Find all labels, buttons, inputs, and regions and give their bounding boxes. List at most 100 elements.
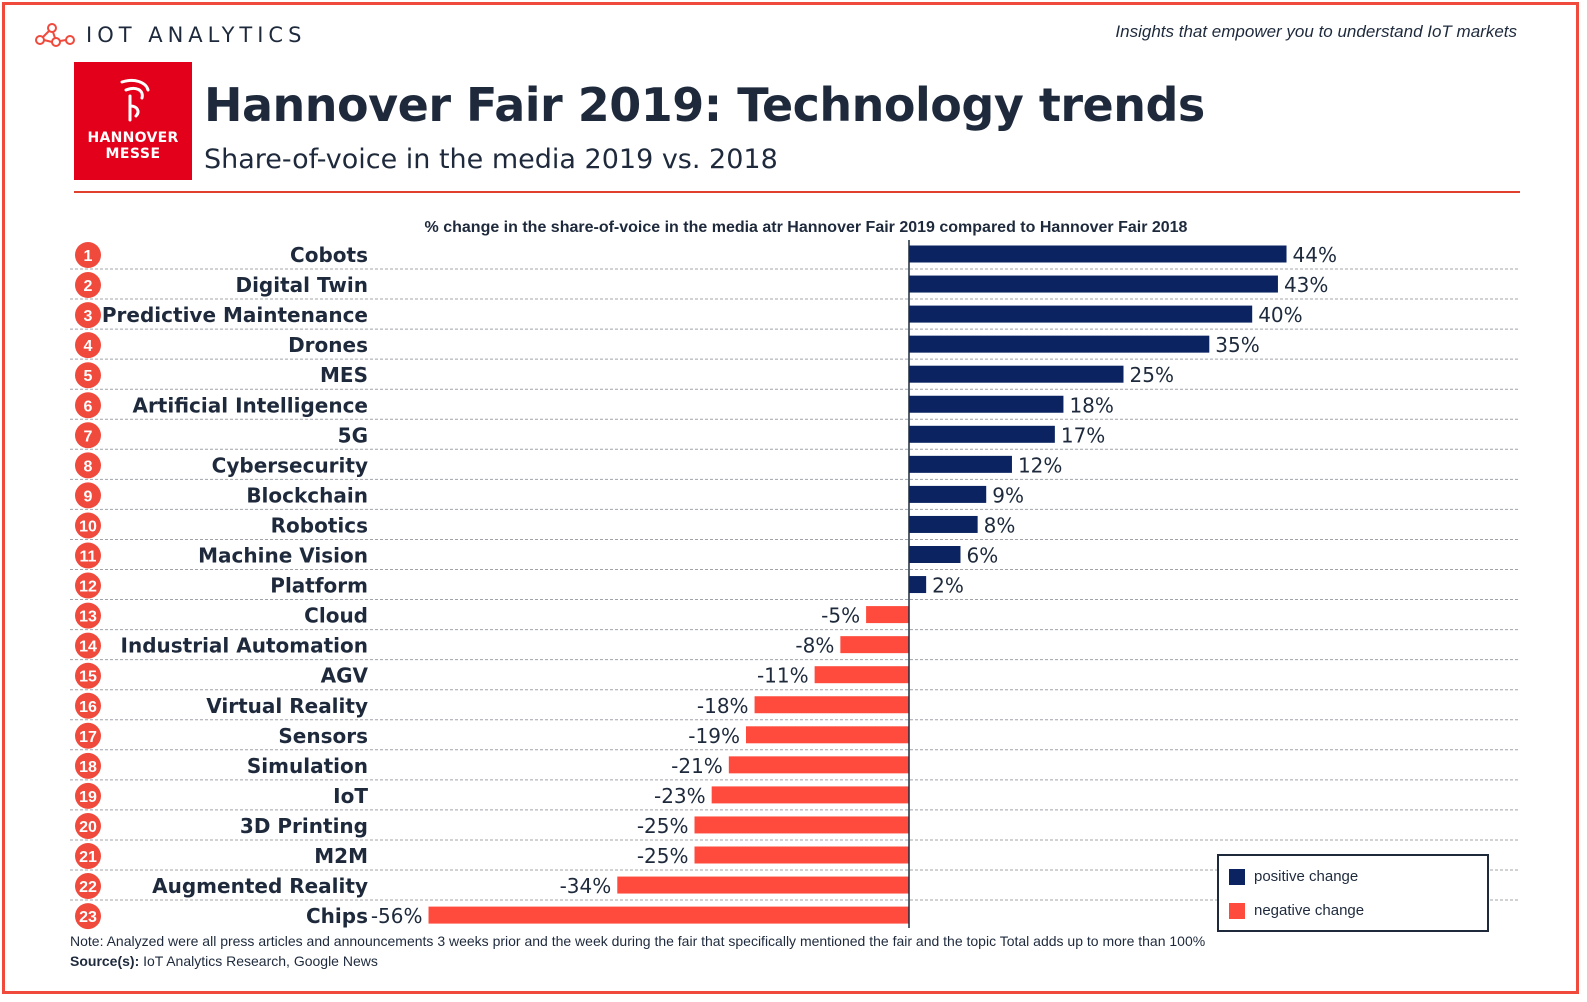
bar	[909, 546, 961, 563]
rank-badge	[75, 843, 101, 869]
value-label: -34%	[560, 874, 612, 898]
category-label: Blockchain	[246, 483, 368, 507]
value-label: 2%	[932, 574, 964, 598]
rank-badge	[75, 422, 101, 449]
legend-swatch-positive	[1229, 868, 1245, 885]
bar	[909, 335, 1210, 353]
rank-number: 2	[84, 278, 93, 295]
category-label: 5G	[338, 423, 368, 447]
rank-badge	[75, 692, 101, 719]
legend-item-negative: negative change	[1229, 902, 1364, 919]
value-label: 35%	[1215, 333, 1259, 357]
bar	[617, 876, 909, 894]
legend-swatch-negative	[1229, 902, 1245, 919]
title-divider	[74, 191, 1520, 193]
rank-badge	[75, 482, 101, 509]
page-title: Hannover Fair 2019: Technology trends	[204, 78, 1205, 132]
rank-number: 17	[79, 729, 97, 746]
rank-number: 15	[79, 669, 97, 686]
rank-badge	[75, 512, 101, 539]
rank-badge	[75, 392, 101, 419]
value-label: 44%	[1293, 243, 1337, 267]
value-label: 18%	[1069, 393, 1113, 417]
category-label: Cybersecurity	[212, 453, 368, 477]
value-label: -8%	[795, 634, 834, 658]
footnote: Note: Analyzed were all press articles a…	[70, 933, 1206, 949]
rank-badge	[75, 903, 101, 930]
rank-badge	[75, 572, 101, 599]
logo-line-1: HANNOVER	[87, 130, 179, 146]
bar	[909, 485, 987, 503]
value-label: -11%	[757, 664, 809, 688]
bar	[909, 515, 978, 533]
rank-number: 12	[79, 579, 97, 596]
value-label: 43%	[1284, 273, 1328, 297]
rank-badge	[75, 873, 101, 900]
rank-number: 21	[79, 849, 97, 866]
legend-label-negative: negative change	[1254, 902, 1365, 919]
chart-title: % change in the share-of-voice in the me…	[425, 219, 1188, 236]
rank-number: 19	[79, 789, 97, 806]
logo-line-2: MESSE	[105, 146, 161, 162]
rank-number: 3	[84, 308, 93, 325]
bar	[728, 756, 909, 774]
rank-badge	[75, 662, 101, 689]
rank-badge	[75, 602, 101, 629]
rank-badge	[75, 332, 101, 359]
bar	[814, 666, 909, 684]
value-label: -5%	[821, 604, 860, 628]
value-label: -25%	[637, 814, 689, 838]
value-label: -21%	[671, 754, 723, 778]
legend-item-positive: positive change	[1229, 868, 1358, 885]
category-label: Platform	[270, 574, 368, 598]
hannover-messe-logo: HANNOVER MESSE	[74, 62, 192, 180]
rank-number: 4	[84, 338, 93, 355]
category-label: IoT	[333, 784, 368, 808]
rank-badge	[75, 362, 101, 389]
rank-number: 23	[79, 909, 97, 926]
category-label: Drones	[288, 333, 368, 357]
bar	[909, 305, 1253, 323]
bar	[866, 606, 909, 624]
category-label: Augmented Reality	[152, 874, 368, 898]
value-label: 17%	[1061, 423, 1105, 447]
value-label: -18%	[697, 694, 749, 718]
rank-number: 6	[84, 398, 93, 415]
value-label: 40%	[1258, 303, 1302, 327]
rank-number: 11	[80, 549, 97, 566]
bar	[428, 906, 909, 924]
rank-number: 14	[79, 639, 97, 656]
rank-number: 9	[84, 488, 93, 505]
value-label: -23%	[654, 784, 706, 808]
bar	[909, 576, 927, 594]
category-label: Predictive Maintenance	[102, 303, 368, 327]
bar	[840, 636, 909, 654]
value-label: 8%	[984, 513, 1016, 537]
bar	[694, 816, 909, 834]
category-label: MES	[320, 363, 368, 387]
value-label: 6%	[966, 544, 998, 568]
value-label: 9%	[992, 483, 1024, 507]
value-label: 25%	[1130, 363, 1174, 387]
rank-badge	[75, 242, 101, 268]
category-label: Chips	[306, 904, 368, 928]
bar	[909, 275, 1278, 293]
rank-badge	[75, 722, 101, 749]
category-label: Artificial Intelligence	[132, 393, 368, 417]
rank-number: 16	[79, 699, 97, 716]
rank-badge	[75, 782, 101, 809]
rank-number: 22	[79, 879, 97, 896]
category-label: Sensors	[278, 724, 368, 748]
rank-badge	[75, 752, 101, 779]
category-label: Machine Vision	[198, 544, 368, 568]
category-label: Simulation	[247, 754, 368, 778]
rank-number: 20	[79, 819, 97, 836]
category-label: Industrial Automation	[121, 634, 368, 658]
category-label: Cloud	[304, 604, 368, 628]
bar	[711, 786, 909, 804]
rank-badge	[75, 812, 101, 839]
rank-badge	[75, 272, 101, 299]
rank-number: 5	[84, 368, 93, 385]
iot-network-logo-icon	[35, 23, 75, 47]
